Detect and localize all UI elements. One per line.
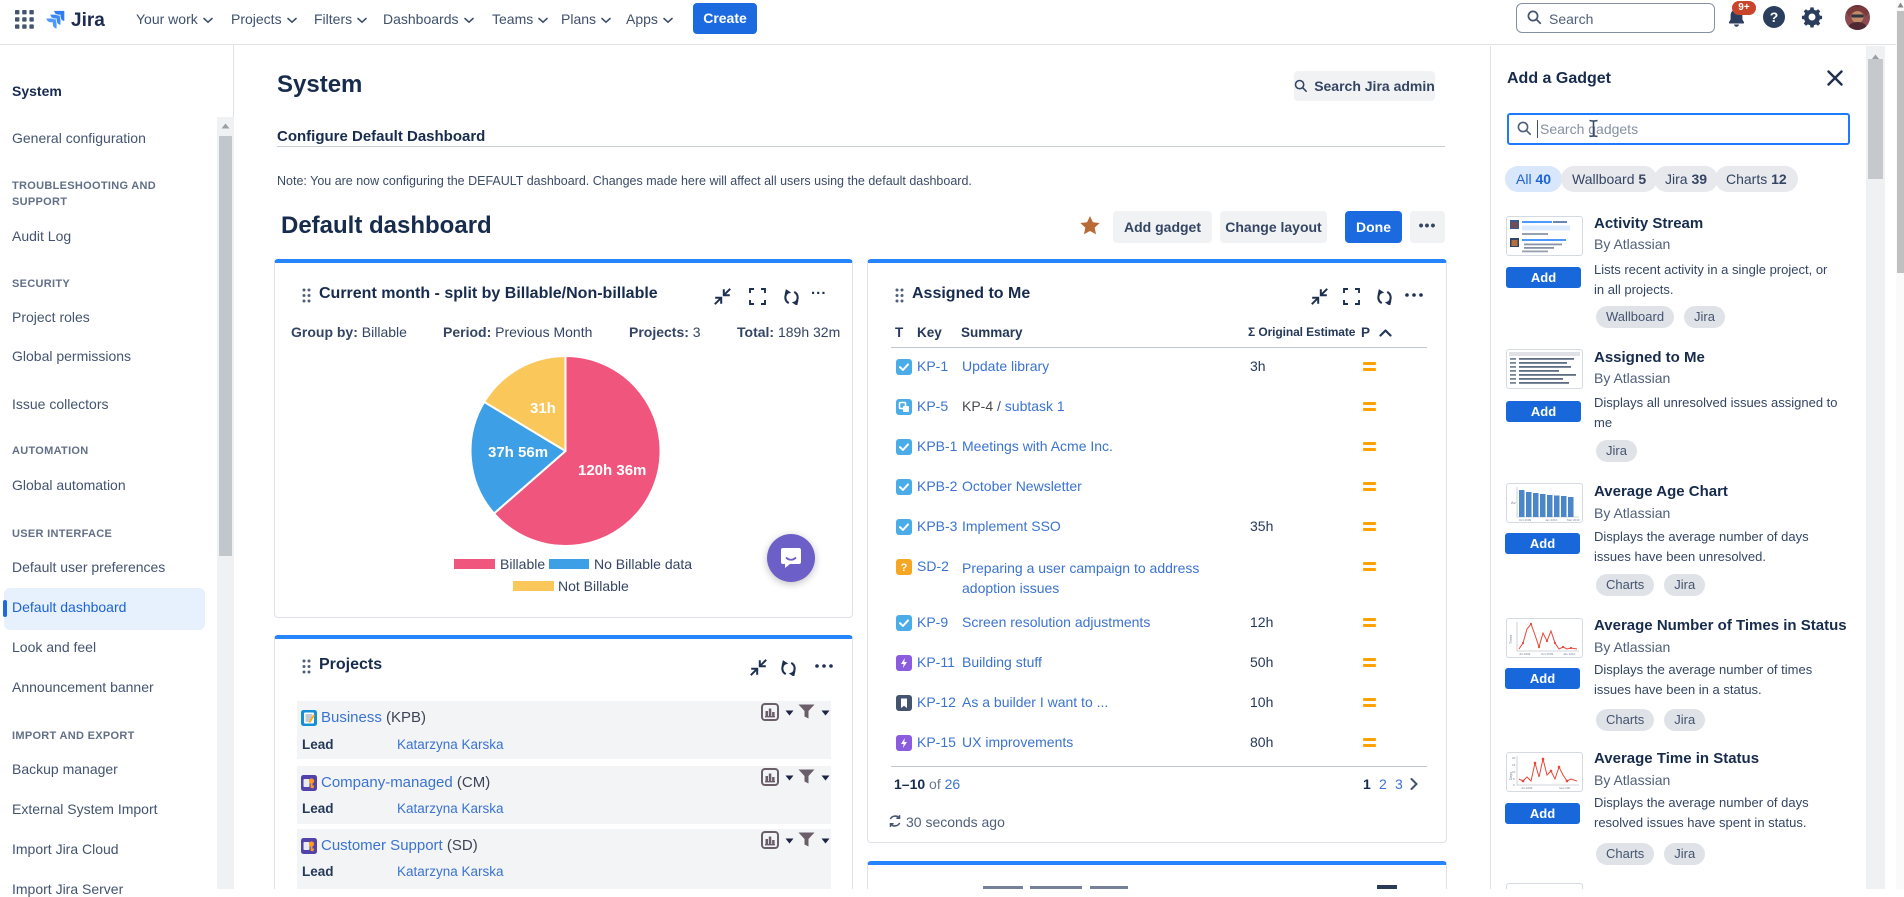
svg-text:Jan 2010: Jan 2010 xyxy=(1545,518,1558,522)
svg-text:Oct 2009: Oct 2009 xyxy=(1519,518,1532,522)
svg-text:Days: Days xyxy=(1509,772,1513,780)
svg-text:15: 15 xyxy=(1512,763,1516,767)
svg-text:20: 20 xyxy=(1512,756,1516,760)
svg-text:?: ? xyxy=(901,562,908,574)
svg-text:Av: Av xyxy=(1511,500,1516,505)
svg-text:Oct 2009: Oct 2009 xyxy=(1541,652,1554,656)
svg-text:Jan 2010: Jan 2010 xyxy=(1563,652,1576,656)
svg-text:Jul 2009: Jul 2009 xyxy=(1519,652,1531,656)
svg-text:Sep 200: Sep 200 xyxy=(1559,786,1571,790)
svg-text:Times: Times xyxy=(1509,634,1513,644)
svg-text:5: 5 xyxy=(1513,777,1515,781)
svg-text:10: 10 xyxy=(1512,770,1516,774)
svg-text:Jul 2009: Jul 2009 xyxy=(1521,786,1533,790)
svg-text:0: 0 xyxy=(1513,783,1515,787)
svg-text:Mar 2010: Mar 2010 xyxy=(1567,518,1580,522)
